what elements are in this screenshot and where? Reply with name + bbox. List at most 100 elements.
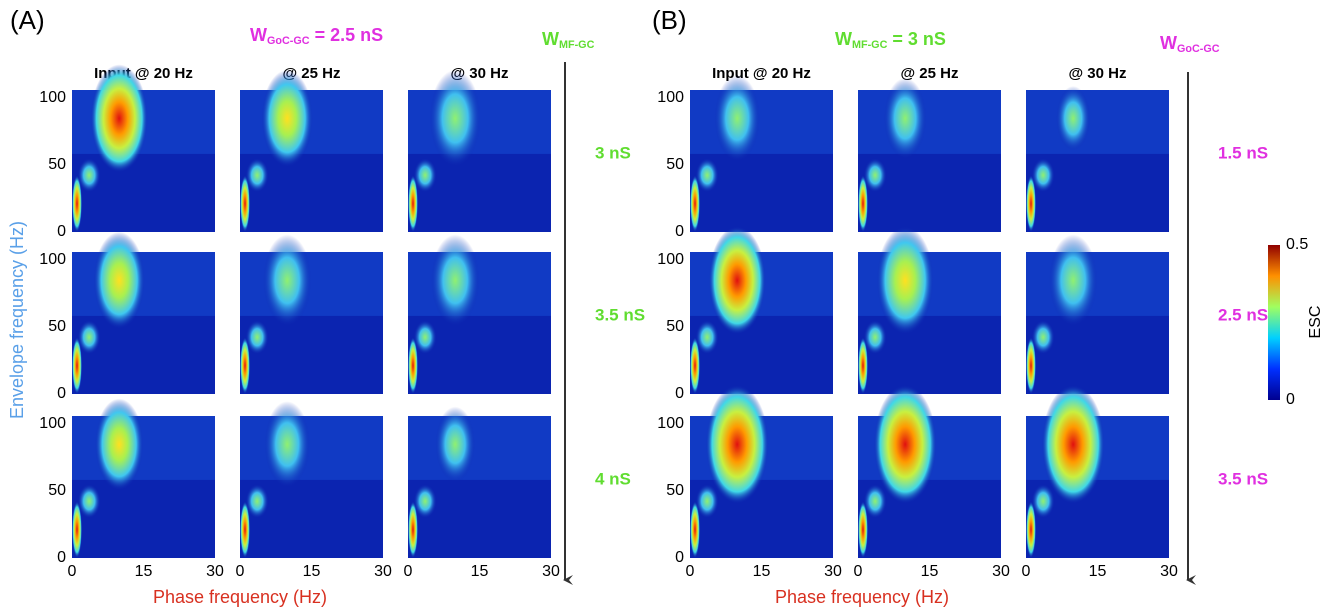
x-tick-label: 30 bbox=[1160, 563, 1178, 580]
heatmap-edge bbox=[408, 337, 418, 394]
symbol: W bbox=[835, 29, 852, 49]
x-tick-label: 0 bbox=[854, 563, 863, 580]
heatmap bbox=[690, 226, 833, 394]
heatmap-edge bbox=[858, 337, 868, 394]
heatmap-edge bbox=[858, 175, 868, 233]
y-tick-label: 50 bbox=[666, 318, 684, 335]
heatmap-edge bbox=[408, 175, 418, 233]
column-header: @ 30 Hz bbox=[1069, 65, 1127, 82]
x-tick-label: 30 bbox=[206, 563, 224, 580]
heatmap-fade bbox=[240, 416, 383, 480]
y-tick-label: 50 bbox=[48, 482, 66, 499]
heatmap bbox=[72, 64, 215, 233]
x-tick-label: 15 bbox=[471, 563, 489, 580]
heatmap-plume bbox=[1056, 86, 1091, 151]
heatmap bbox=[690, 385, 833, 558]
heatmap-plume bbox=[261, 69, 313, 167]
heatmap-edge bbox=[240, 501, 250, 558]
heatmap bbox=[858, 77, 1001, 233]
x-tick-label: 15 bbox=[303, 563, 321, 580]
panel-label: (A) bbox=[10, 5, 45, 35]
heatmap bbox=[858, 226, 1001, 394]
heatmap-spot bbox=[863, 484, 887, 519]
heatmap-edge bbox=[690, 337, 700, 394]
heatmap bbox=[72, 398, 215, 558]
heatmap-spot bbox=[1031, 158, 1055, 193]
heatmap bbox=[858, 385, 1001, 558]
colorbar bbox=[1268, 245, 1280, 400]
x-tick-label: 0 bbox=[404, 563, 413, 580]
arrow-label: WGoC-GC bbox=[1160, 33, 1220, 55]
heatmap-plume bbox=[264, 401, 311, 488]
panel-label: (B) bbox=[652, 5, 687, 35]
heatmap-spot bbox=[695, 484, 719, 519]
heatmap-plume bbox=[90, 64, 148, 173]
y-tick-label: 0 bbox=[675, 385, 684, 402]
heatmap-plume bbox=[708, 226, 766, 335]
heatmap-spot bbox=[1031, 484, 1055, 519]
x-tick-label: 30 bbox=[542, 563, 560, 580]
heatmap-spot bbox=[77, 158, 101, 193]
y-tick-label: 100 bbox=[657, 415, 684, 432]
heatmap-edge bbox=[240, 175, 250, 233]
colorbar-label: ESC bbox=[1307, 306, 1324, 339]
symbol: W bbox=[250, 25, 267, 45]
column-header: Input @ 20 Hz bbox=[712, 65, 811, 82]
heatmap-plume bbox=[94, 398, 144, 491]
panel-title: WGoC-GC = 2.5 nS bbox=[250, 25, 383, 47]
colorbar-min: 0 bbox=[1286, 391, 1295, 408]
heatmap-spot bbox=[77, 484, 101, 519]
heatmap bbox=[408, 234, 551, 394]
x-tick-label: 30 bbox=[374, 563, 392, 580]
heatmap-spot bbox=[413, 320, 437, 355]
row-label: 4 nS bbox=[595, 469, 631, 488]
heatmap-edge bbox=[72, 337, 82, 394]
heatmap-spot bbox=[413, 484, 437, 519]
heatmap bbox=[1026, 234, 1169, 394]
heatmap-spot bbox=[863, 158, 887, 193]
heatmap-plume bbox=[876, 226, 934, 335]
subscript: GoC-GC bbox=[267, 35, 310, 47]
symbol: W bbox=[542, 29, 559, 49]
y-tick-label: 100 bbox=[39, 89, 66, 106]
heatmap-plume bbox=[705, 385, 769, 504]
y-tick-label: 100 bbox=[39, 251, 66, 268]
heatmap-spot bbox=[863, 320, 887, 355]
heatmap-fade bbox=[240, 252, 383, 316]
heatmap-fade bbox=[1026, 252, 1169, 316]
heatmap-spot bbox=[77, 320, 101, 355]
x-tick-label: 0 bbox=[1022, 563, 1031, 580]
y-tick-label: 50 bbox=[666, 482, 684, 499]
heatmap-fade bbox=[690, 90, 833, 154]
x-tick-label: 15 bbox=[135, 563, 153, 580]
heatmap-spot bbox=[245, 158, 269, 193]
heatmap-plume bbox=[873, 385, 937, 504]
y-tick-label: 0 bbox=[675, 223, 684, 240]
heatmap bbox=[408, 69, 551, 233]
x-tick-label: 15 bbox=[1089, 563, 1107, 580]
subscript: MF-GC bbox=[852, 39, 888, 51]
heatmap-edge bbox=[690, 175, 700, 233]
panel-title: WMF-GC = 3 nS bbox=[835, 29, 946, 51]
subscript: MF-GC bbox=[559, 39, 595, 51]
heatmap bbox=[240, 234, 383, 394]
title-text: = 2.5 nS bbox=[310, 25, 384, 45]
x-tick-label: 15 bbox=[753, 563, 771, 580]
heatmap-spot bbox=[1031, 320, 1055, 355]
heatmap bbox=[408, 406, 551, 558]
heatmap-plume bbox=[430, 234, 480, 327]
heatmap bbox=[240, 69, 383, 233]
y-tick-label: 100 bbox=[657, 89, 684, 106]
heatmap-spot bbox=[695, 158, 719, 193]
y-tick-label: 0 bbox=[57, 385, 66, 402]
row-label: 1.5 nS bbox=[1218, 143, 1268, 162]
y-tick-label: 100 bbox=[657, 251, 684, 268]
heatmap-plume bbox=[435, 406, 476, 483]
x-tick-label: 0 bbox=[686, 563, 695, 580]
heatmap-fade bbox=[858, 90, 1001, 154]
heatmap-spot bbox=[413, 158, 437, 193]
heatmap-plume bbox=[714, 75, 761, 162]
heatmap-edge bbox=[690, 501, 700, 558]
heatmap-edge bbox=[1026, 175, 1036, 233]
column-header: @ 25 Hz bbox=[901, 65, 959, 82]
